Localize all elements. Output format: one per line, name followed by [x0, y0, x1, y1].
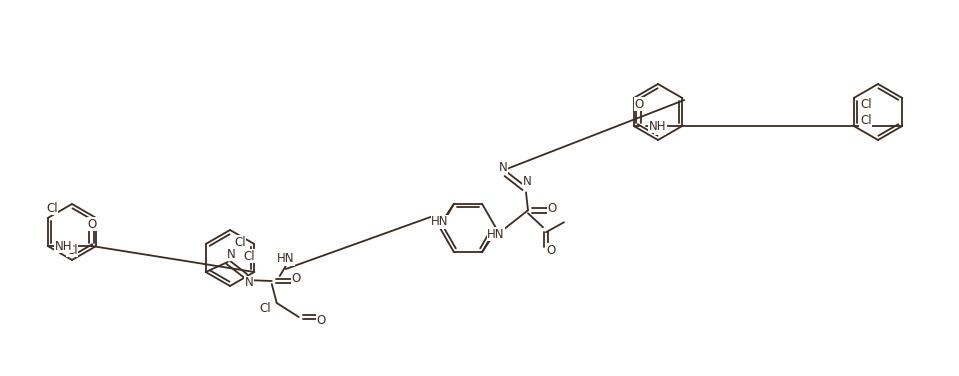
- Text: NH: NH: [55, 240, 73, 253]
- Text: NH: NH: [649, 120, 667, 132]
- Text: Cl: Cl: [654, 121, 666, 135]
- Text: Cl: Cl: [244, 250, 255, 262]
- Text: O: O: [547, 244, 555, 257]
- Text: N: N: [499, 161, 507, 174]
- Text: Cl: Cl: [259, 302, 270, 314]
- Text: Cl: Cl: [234, 235, 246, 249]
- Text: O: O: [292, 273, 300, 285]
- Text: N: N: [523, 175, 531, 188]
- Text: Cl: Cl: [860, 114, 872, 126]
- Text: O: O: [548, 202, 556, 215]
- Text: HN: HN: [487, 228, 504, 241]
- Text: Cl: Cl: [46, 202, 58, 214]
- Text: Cl: Cl: [66, 244, 78, 256]
- Text: O: O: [87, 217, 96, 230]
- Text: O: O: [634, 97, 643, 111]
- Text: HN: HN: [432, 215, 449, 228]
- Text: N: N: [226, 247, 235, 261]
- Text: N: N: [245, 276, 253, 290]
- Text: HN: HN: [277, 253, 294, 265]
- Text: Cl: Cl: [860, 97, 872, 111]
- Text: O: O: [316, 314, 325, 327]
